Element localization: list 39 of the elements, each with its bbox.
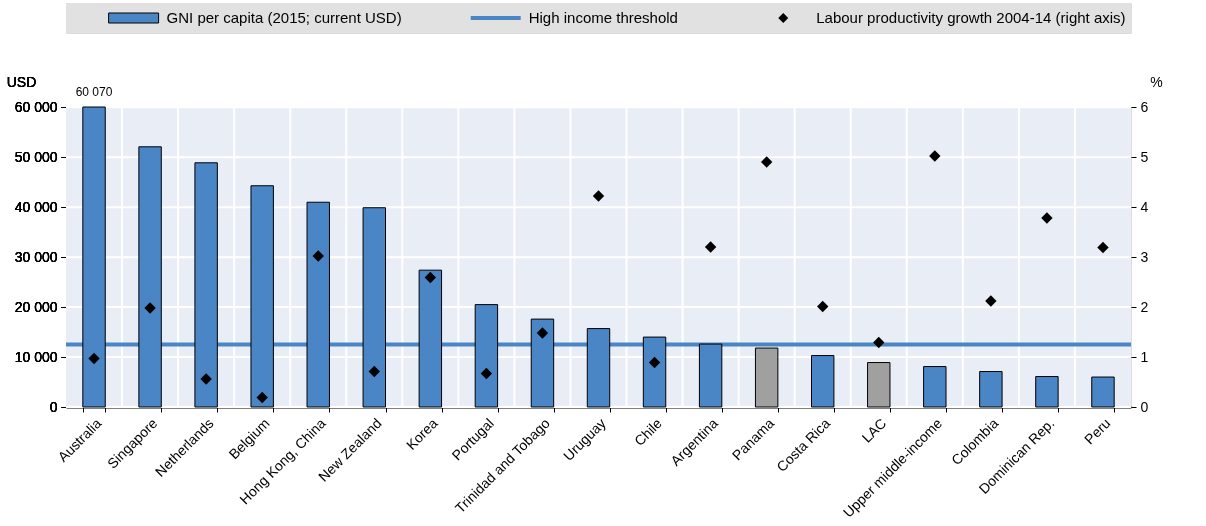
point xyxy=(873,336,885,349)
point xyxy=(480,367,493,380)
y-tick-label: 20 000 xyxy=(14,298,58,315)
data-label: 60 070 xyxy=(75,85,113,99)
y2-tick-label: 1 xyxy=(1140,348,1149,365)
point xyxy=(144,302,156,314)
y2-axis-title: % xyxy=(1150,73,1163,90)
point xyxy=(1041,212,1053,224)
legend-label: GNI per capita (2015; current USD) xyxy=(166,9,402,26)
point xyxy=(312,250,324,262)
point xyxy=(985,295,997,307)
y-tick-label: 40 000 xyxy=(14,198,58,215)
point xyxy=(592,190,605,202)
point xyxy=(368,365,380,378)
point xyxy=(536,327,549,339)
y-tick-label: 50 000 xyxy=(14,148,58,165)
y-tick-label: 10 000 xyxy=(14,348,58,365)
y2-tick-label: 5 xyxy=(1140,148,1149,165)
point xyxy=(760,156,773,168)
y2-tick-label: 0 xyxy=(1140,398,1149,415)
y-tick-label: 30 000 xyxy=(14,248,58,265)
y-tick-label: 60 000 xyxy=(14,98,58,115)
y2-tick-label: 6 xyxy=(1140,98,1149,115)
point xyxy=(1097,241,1109,254)
legend-label: Labour productivity growth 2004-14 (right axis) xyxy=(816,9,1126,26)
point xyxy=(817,300,829,313)
point xyxy=(88,352,100,365)
legend-label: High income threshold xyxy=(528,9,678,26)
point xyxy=(929,150,941,162)
point xyxy=(200,373,212,385)
point xyxy=(256,391,268,404)
point xyxy=(424,271,437,284)
y2-tick-label: 3 xyxy=(1140,248,1149,265)
y-axis-title: USD xyxy=(6,73,37,90)
y2-tick-label: 2 xyxy=(1140,298,1149,315)
y-tick-label: 0 xyxy=(49,398,58,415)
point xyxy=(704,241,717,253)
point xyxy=(648,356,661,369)
y2-tick-label: 4 xyxy=(1140,198,1149,215)
